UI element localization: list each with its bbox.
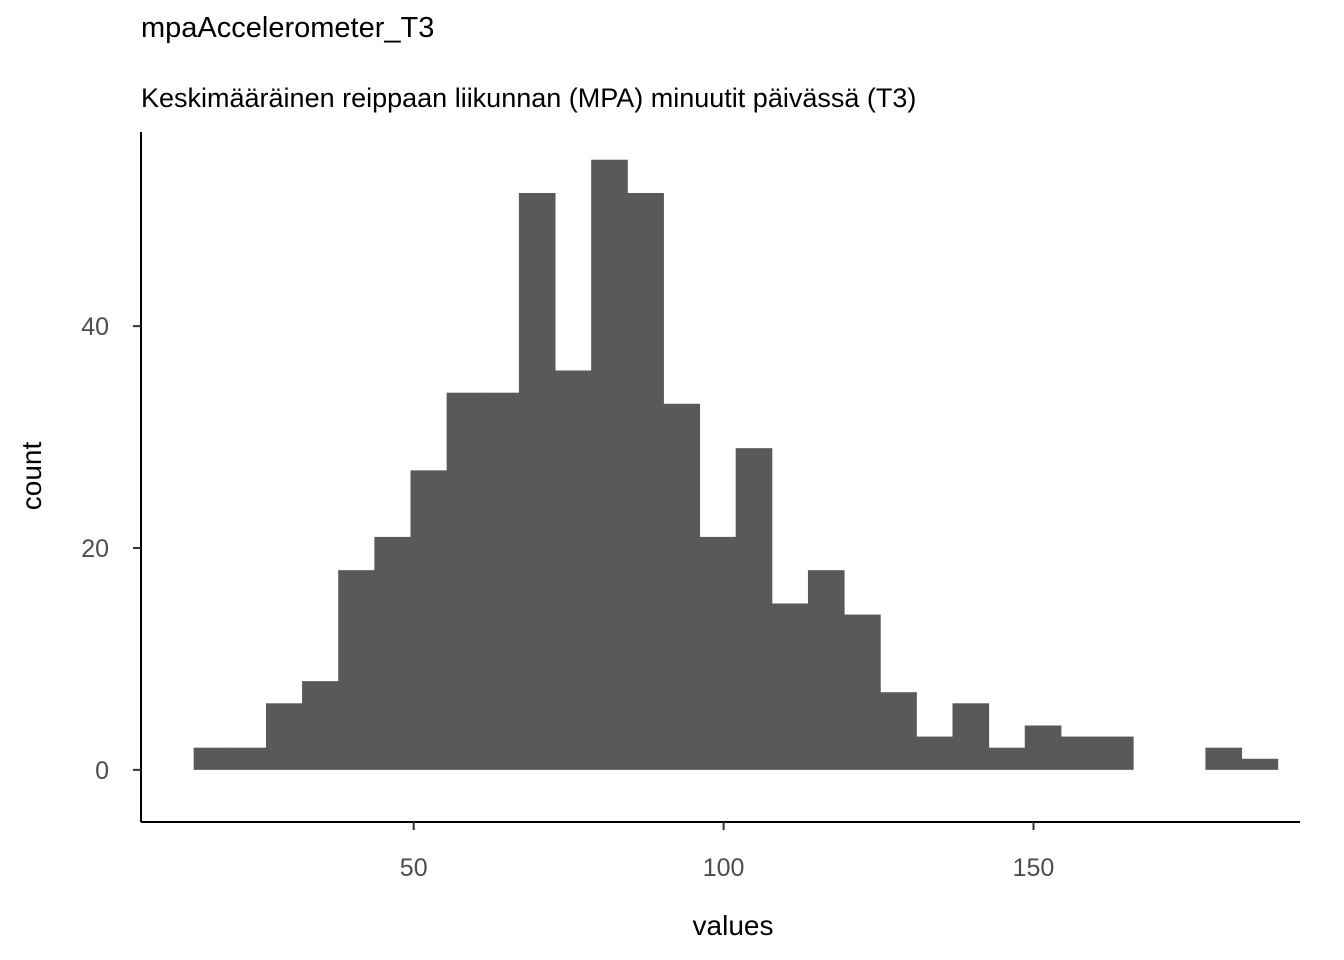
histogram-bar [591, 159, 628, 770]
histogram-bar [410, 470, 448, 770]
x-tick-label: 100 [703, 854, 745, 882]
histogram-bar [518, 193, 556, 770]
histogram-bar [952, 703, 990, 770]
x-tick-label: 150 [1013, 854, 1055, 882]
y-tick-label: 20 [81, 535, 109, 563]
histogram-bar [699, 536, 737, 770]
chart-title: mpaAccelerometer_T3 [141, 12, 435, 44]
chart-subtitle: Keskimääräinen reippaan liikunnan (MPA) … [141, 83, 917, 113]
y-tick-label: 40 [81, 313, 109, 341]
histogram-bar [193, 747, 231, 770]
histogram-bar [1024, 725, 1062, 770]
x-axis-label: values [692, 910, 774, 941]
histogram-bar [771, 603, 809, 770]
histogram-bar [482, 392, 520, 770]
histogram-bar [988, 747, 1026, 770]
histogram-bars [193, 159, 1279, 770]
histogram-bar [374, 536, 411, 770]
histogram-bar [735, 448, 773, 770]
histogram-bar [627, 193, 664, 770]
histogram-bar [916, 736, 953, 770]
histogram-bar [446, 392, 484, 770]
histogram-bar [302, 681, 339, 770]
histogram-bar [880, 692, 917, 770]
histogram-bar [1060, 736, 1098, 770]
histogram-bar [844, 614, 881, 770]
axes: 50 100 150 0 20 40 [81, 132, 1300, 882]
histogram-bar [338, 570, 375, 770]
histogram-bar [265, 703, 303, 770]
histogram-bar [807, 570, 845, 770]
x-tick-label: 50 [400, 854, 428, 882]
histogram-bar [229, 747, 267, 770]
histogram-bar [1205, 747, 1243, 770]
y-tick-label: 0 [95, 757, 109, 785]
histogram-bar [555, 370, 592, 770]
histogram-bar [1097, 736, 1134, 770]
histogram-bar [663, 403, 701, 770]
histogram-bar [1241, 758, 1279, 770]
